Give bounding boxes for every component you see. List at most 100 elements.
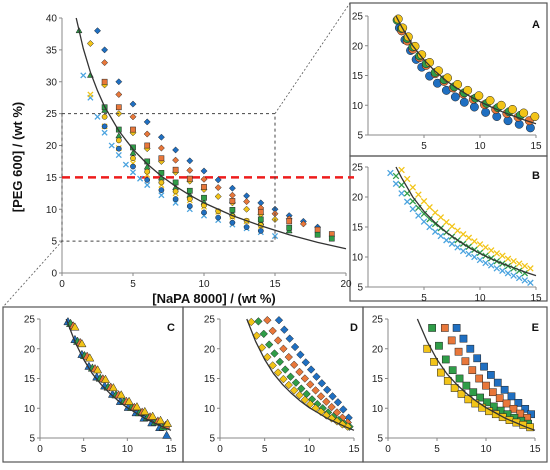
panel-e-point: [466, 344, 475, 353]
panel-b-series-3: [398, 166, 534, 272]
main-y-tick-label: 5: [51, 237, 57, 248]
panel-d-x-tick-label: 15: [348, 444, 360, 455]
panel-b-point: [431, 228, 439, 236]
main-point: [101, 129, 108, 136]
panel-d-label: D: [350, 322, 358, 334]
panel-e-x-tick-label: 10: [480, 444, 492, 455]
panel-e-series-2: [440, 324, 532, 422]
panel-d-point: [263, 315, 272, 325]
panel-d-point: [300, 374, 310, 383]
panel-a-point: [459, 97, 469, 107]
panel-b-point: [527, 265, 534, 272]
panel-b-point: [510, 272, 517, 279]
panel-a-point: [417, 50, 427, 60]
panel-c-series-4: [70, 322, 173, 427]
panel-e-point: [483, 398, 491, 407]
panel-e-y-tick-label: 25: [372, 315, 384, 326]
panel-d-point: [295, 390, 304, 400]
main-point: [129, 113, 137, 121]
panel-d-series-2: [263, 315, 352, 427]
panel-c-y-tick-label: 15: [24, 374, 36, 385]
main-point: [158, 155, 165, 162]
panel-e-point: [430, 357, 438, 366]
panel-d-point: [273, 336, 283, 345]
panel-e-point: [487, 371, 495, 379]
panel-c-y-tick-label: 20: [24, 344, 36, 355]
main-y-tick-label: 25: [46, 109, 58, 120]
panel-c-point: [148, 411, 158, 420]
panel-b-y-tick-label: 5: [357, 283, 363, 294]
panel-b-point: [398, 166, 405, 174]
panel-e-point: [435, 341, 443, 350]
panel-b-point: [415, 212, 422, 219]
panel-d-point: [281, 365, 290, 374]
panel-b-point: [459, 247, 467, 255]
panel-e-point: [493, 378, 502, 387]
panel-e-point: [459, 334, 468, 343]
panel-d-point: [297, 384, 306, 393]
panel-d-point: [333, 398, 343, 407]
panel-d-point: [280, 325, 289, 334]
panel-b-point: [431, 220, 439, 228]
panel-d-point: [306, 380, 315, 389]
panel-b-point: [403, 175, 411, 183]
panel-e-point: [502, 399, 511, 408]
panel-d-y-tick-label: 10: [204, 404, 216, 415]
panel-a-x-tick-label: 15: [530, 141, 542, 152]
main-point: [314, 231, 321, 238]
panel-e-point: [509, 404, 518, 413]
panel-d-point: [284, 380, 293, 390]
panel-a-y-tick-label: 5: [357, 131, 363, 142]
panel-d-point: [296, 350, 305, 359]
panel-e-point: [469, 388, 478, 397]
main-point: [201, 209, 207, 216]
main-y-tick-label: 10: [46, 205, 58, 216]
panel-a-x-tick-label: 10: [474, 141, 486, 152]
main-point: [172, 188, 179, 195]
main-point: [144, 177, 151, 183]
panel-d-point: [279, 374, 288, 384]
panel-b-point: [487, 247, 495, 254]
panel-b-point: [515, 274, 523, 282]
panel-b-point: [443, 218, 450, 226]
panel-e-y-tick-label: 5: [377, 434, 383, 445]
main-point: [201, 184, 207, 190]
panel-a-point: [410, 41, 420, 51]
panel-a-point: [450, 92, 460, 102]
main-point: [130, 155, 136, 162]
panel-d-point: [274, 315, 284, 325]
panel-d-point: [316, 392, 326, 401]
panel-c-x-tick-label: 10: [122, 444, 134, 455]
panel-d-point: [279, 344, 288, 353]
panel-b-series-1: [387, 169, 534, 287]
main-point: [172, 156, 180, 164]
main-point: [229, 219, 236, 226]
panel-e-point: [507, 392, 516, 401]
panel-a-point: [425, 57, 435, 67]
panel-e-point: [489, 388, 497, 397]
panel-b-point: [465, 234, 473, 242]
panel-e-x-tick-label: 15: [529, 444, 541, 455]
main-point: [172, 146, 180, 154]
main-point: [137, 175, 144, 182]
panel-b-point: [504, 269, 512, 277]
panel-b-point: [459, 230, 467, 238]
panel-c-point: [70, 322, 80, 331]
panel-b-point: [426, 203, 433, 211]
main-point: [286, 224, 293, 231]
panel-e-point: [500, 385, 509, 394]
panel-c-label: C: [167, 322, 175, 334]
panel-b-point: [426, 215, 433, 223]
panel-e-point: [461, 357, 470, 366]
main-point: [122, 161, 129, 168]
panel-d-y-tick-label: 15: [204, 374, 216, 385]
panel-b-point: [504, 255, 512, 263]
panel-e-point: [448, 366, 457, 375]
main-x-tick-label: 20: [340, 279, 352, 290]
panel-b-point: [521, 262, 529, 270]
main-y-axis-label: [PEG 600] / (wt %): [10, 102, 25, 213]
main-x-tick-label: 5: [130, 279, 136, 290]
